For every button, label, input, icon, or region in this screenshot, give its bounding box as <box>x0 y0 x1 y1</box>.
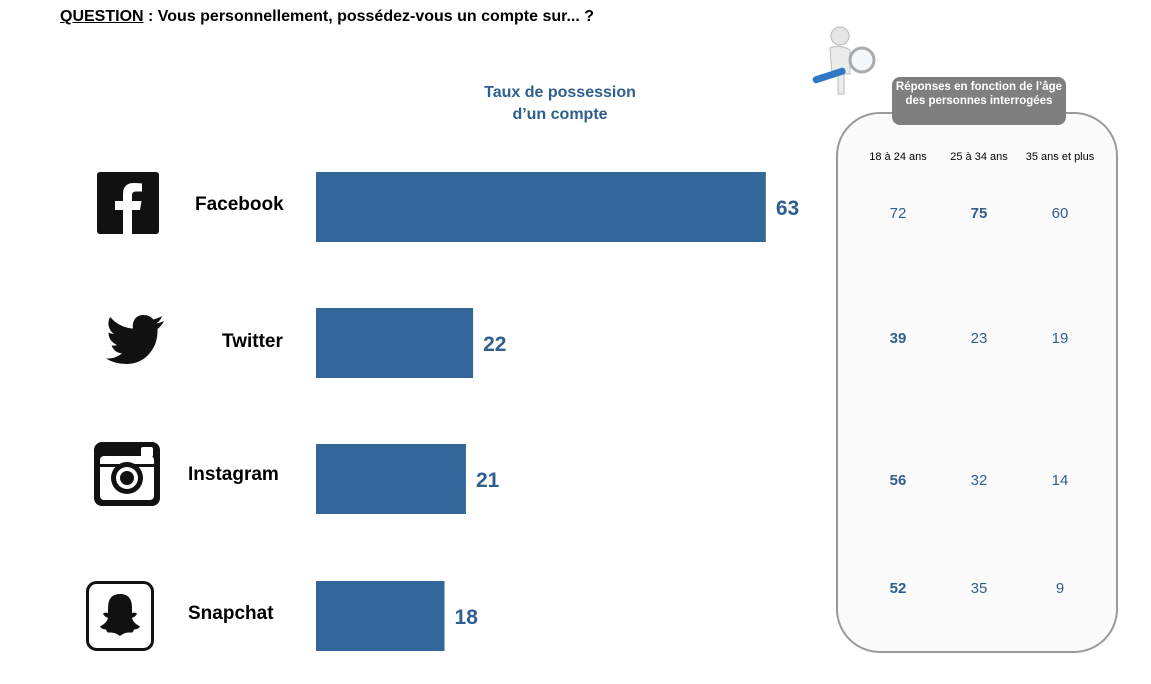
network-row-snapchat: Snapchat <box>0 579 820 651</box>
bar-twitter <box>316 308 474 378</box>
age-value-cell: 56 <box>889 472 907 489</box>
age-column-header: 18 à 24 ans <box>869 151 927 163</box>
bar-value-label: 21 <box>476 469 500 492</box>
instagram-icon <box>94 442 160 506</box>
snapchat-icon <box>86 581 154 651</box>
age-column-header: 35 ans et plus <box>1025 151 1095 163</box>
bar-value-label: 18 <box>455 606 479 629</box>
chart-title-line-1: Taux de possession <box>484 84 636 101</box>
network-name: Snapchat <box>188 603 274 624</box>
age-value-cell: 9 <box>1055 580 1065 597</box>
chart-title-line-2: d’un compte <box>512 106 608 123</box>
network-name: Twitter <box>222 331 283 352</box>
question-line: QUESTION : Vous personnellement, posséde… <box>60 8 594 26</box>
bar-value-label: 22 <box>483 333 506 356</box>
network-row-instagram: Instagram <box>0 440 820 512</box>
age-value-cell: 72 <box>889 205 907 222</box>
age-value-cell: 35 <box>970 580 988 597</box>
twitter-icon <box>106 315 164 364</box>
bar-chart: 63 22 21 18 <box>316 172 799 651</box>
age-value-cell: 60 <box>1051 205 1069 222</box>
age-value-cell: 32 <box>970 472 988 489</box>
age-column-header: 25 à 34 ans <box>950 151 1008 163</box>
network-row-facebook: Facebook <box>0 170 820 242</box>
network-name: Facebook <box>195 194 284 215</box>
bar-facebook <box>316 172 766 242</box>
bar-instagram <box>316 444 466 514</box>
age-value-cell: 19 <box>1051 330 1069 347</box>
question-text: : Vous personnellement, possédez-vous un… <box>143 8 595 25</box>
bar-snapchat <box>316 581 445 651</box>
age-panel-header: Réponses en fonction de l’âge des person… <box>892 77 1066 125</box>
magnifier-figure-icon <box>812 26 876 95</box>
chart-title: Taux de possession d’un compte <box>460 82 660 126</box>
network-row-twitter: Twitter <box>0 307 820 379</box>
age-value-cell: 75 <box>970 205 988 222</box>
bar-value-label: 63 <box>776 197 799 220</box>
age-value-cell: 14 <box>1051 472 1069 489</box>
question-label: QUESTION <box>60 8 144 25</box>
network-name: Instagram <box>188 464 279 485</box>
age-value-cell: 52 <box>889 580 907 597</box>
facebook-icon <box>97 172 159 234</box>
age-value-cell: 23 <box>970 330 988 347</box>
age-breakdown-panel <box>836 112 1118 653</box>
age-value-cell: 39 <box>889 330 907 347</box>
